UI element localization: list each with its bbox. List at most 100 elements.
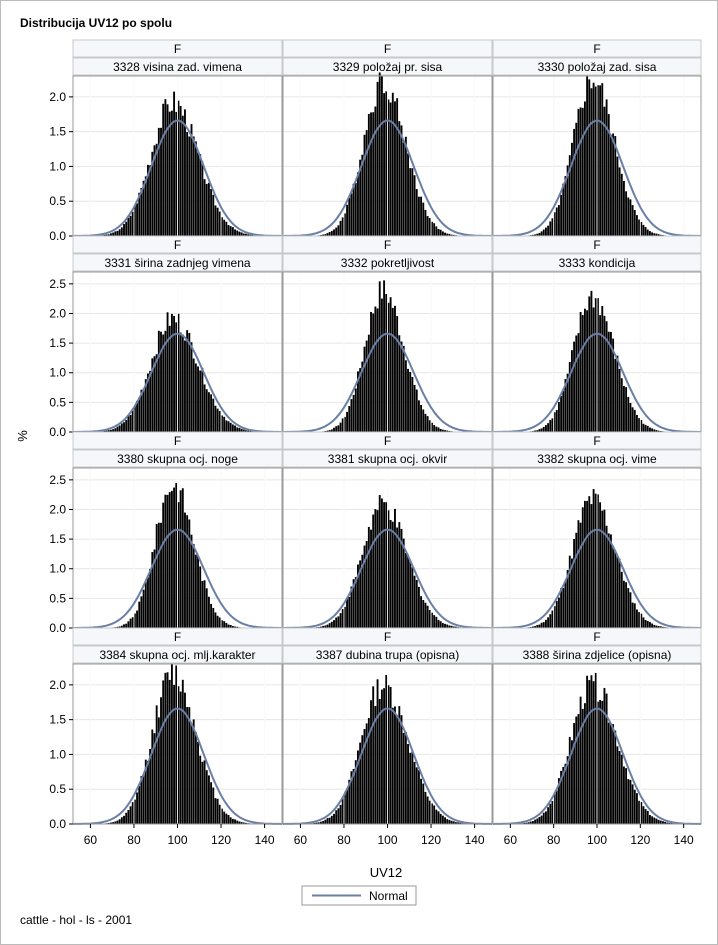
panel-1-bar bbox=[131, 211, 134, 236]
panel-4-bar bbox=[190, 342, 193, 432]
panel-2-bar bbox=[346, 204, 349, 236]
panel-10-bar bbox=[136, 792, 139, 824]
panel-3-bar bbox=[631, 205, 634, 236]
panel-6-bar bbox=[549, 419, 552, 432]
panel-10-bar bbox=[125, 812, 128, 824]
panel-6-bar bbox=[571, 350, 573, 432]
panel-1-bar bbox=[114, 231, 117, 236]
panel-5-sex-label: F bbox=[384, 238, 391, 252]
panel-6-bar bbox=[575, 335, 578, 432]
panel-6-bar bbox=[597, 298, 599, 432]
panel-9-bar bbox=[614, 550, 617, 628]
panel-1-bar bbox=[147, 164, 149, 236]
panel-12-bar bbox=[529, 821, 532, 824]
panel-11-bar bbox=[448, 819, 451, 824]
panel-11-bar bbox=[422, 783, 425, 824]
panel-9-bar bbox=[597, 494, 599, 628]
panel-11-bar bbox=[363, 729, 366, 824]
panel-11-bar bbox=[383, 688, 386, 824]
panel-10-bar bbox=[179, 691, 182, 824]
panel-8-bar bbox=[389, 519, 392, 628]
panel-6-bar bbox=[588, 296, 591, 432]
panel-9-bar bbox=[555, 600, 558, 628]
panel-10-bar bbox=[120, 817, 123, 824]
panel-1-bar bbox=[214, 205, 217, 236]
panel-1-bar bbox=[123, 224, 125, 236]
panel-4-bar bbox=[186, 330, 189, 432]
panel-5-bar bbox=[359, 368, 362, 432]
panel-5-bar bbox=[407, 368, 409, 432]
panel-10-sex-label: F bbox=[174, 630, 181, 644]
panel-3-bar bbox=[649, 231, 651, 236]
panel-1-bar bbox=[186, 132, 189, 236]
panel-11-bar bbox=[431, 803, 433, 824]
panel-2-bar bbox=[428, 218, 431, 236]
panel-7-bar bbox=[179, 490, 182, 628]
panel-4-bar bbox=[234, 425, 236, 432]
panel-1-bar bbox=[105, 234, 108, 236]
panel-9-bar bbox=[566, 569, 569, 628]
panel-10-bar bbox=[216, 798, 219, 824]
panel-11-bar bbox=[370, 700, 372, 824]
panel-9-bar bbox=[545, 619, 547, 628]
panel-4-bar bbox=[227, 421, 230, 432]
panel-12-sex-cell bbox=[492, 627, 702, 646]
panel-6-bar bbox=[560, 395, 563, 432]
panel-12-bar bbox=[597, 701, 599, 824]
panel-12-bar bbox=[532, 821, 534, 824]
panel-11-sex-cell bbox=[282, 627, 493, 646]
panel-2-bar bbox=[359, 159, 362, 236]
panel-3-bar bbox=[586, 75, 589, 236]
panel-9-bar bbox=[657, 626, 660, 628]
panel-11-bar bbox=[398, 706, 401, 824]
panel-12-trait-cell bbox=[492, 645, 702, 664]
panel-6-bar bbox=[579, 311, 582, 432]
panel-9-bar bbox=[542, 622, 545, 628]
panel-8-bar bbox=[450, 625, 453, 628]
panel-2-bar bbox=[365, 130, 368, 236]
panel-3-bar bbox=[633, 209, 636, 236]
panel-2-bar bbox=[391, 92, 394, 236]
panel-4-ytick-label: 2.0 bbox=[49, 306, 66, 320]
panel-2-bar bbox=[330, 230, 333, 236]
panel-4-bar bbox=[188, 332, 191, 432]
panel-11-bar bbox=[330, 815, 333, 824]
panel-7-bar bbox=[236, 626, 239, 628]
panel-6-bar bbox=[545, 425, 547, 432]
panel-7-bar bbox=[147, 577, 149, 628]
panel-4-bar bbox=[120, 423, 123, 432]
panel-5-bar bbox=[343, 416, 346, 432]
panel-12-bar bbox=[607, 722, 610, 824]
panel-5-bar bbox=[385, 294, 388, 432]
panel-12-bar bbox=[653, 817, 656, 824]
panel-10-bar bbox=[227, 814, 230, 824]
panel-11-bar bbox=[435, 809, 438, 824]
panel-1-bar bbox=[216, 207, 219, 236]
panel-5-bar bbox=[365, 340, 368, 432]
panel-3-bar bbox=[603, 106, 606, 236]
panel-9-bar bbox=[573, 538, 576, 628]
panel-2-bar bbox=[415, 189, 418, 236]
panel-1-bar bbox=[142, 180, 145, 236]
panel-12-bar bbox=[573, 723, 576, 824]
panel-4-bar bbox=[118, 425, 121, 432]
panel-1-ytick-label: 1.0 bbox=[49, 159, 66, 173]
panel-4-bar bbox=[140, 389, 143, 432]
panel-2-bar bbox=[389, 102, 392, 237]
panel-10-bar bbox=[197, 741, 199, 824]
panel-9-bar bbox=[564, 581, 567, 628]
panel-10-xtick-label: 120 bbox=[211, 833, 231, 847]
panel-4-bar bbox=[192, 358, 195, 432]
panel-8-bar bbox=[426, 605, 429, 628]
panel-5-bar bbox=[444, 430, 446, 432]
panel-8-bar bbox=[435, 616, 438, 628]
panel-1-bar bbox=[112, 232, 115, 236]
panel-12-bar bbox=[566, 756, 569, 824]
panel-3-bar bbox=[623, 181, 625, 236]
panel-7-bar bbox=[234, 626, 236, 628]
panel-11-bar bbox=[402, 732, 405, 824]
panel-2-bar bbox=[328, 232, 331, 236]
panel-9-trait-label: 3382 skupna ocj. vime bbox=[537, 452, 657, 466]
panel-5-bar bbox=[357, 371, 359, 432]
panel-3-bar bbox=[575, 122, 578, 236]
